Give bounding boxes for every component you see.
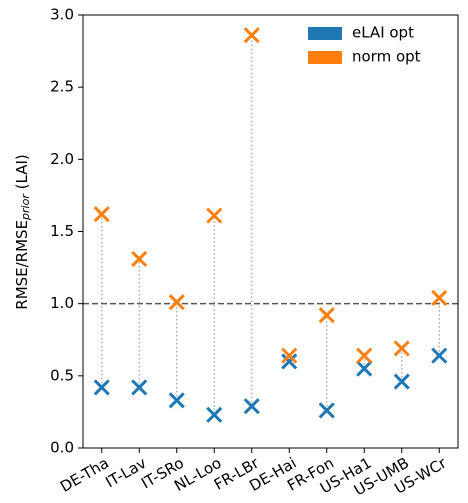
y-tick-label: 3.0 — [50, 6, 74, 24]
y-tick-label: 2.5 — [50, 78, 74, 96]
marker — [131, 379, 148, 396]
marker — [281, 347, 298, 364]
marker — [131, 250, 148, 267]
marker — [206, 207, 223, 224]
marker — [318, 402, 335, 419]
marker — [243, 398, 260, 415]
y-tick-label: 1.5 — [50, 222, 74, 240]
marker — [93, 379, 110, 396]
legend-swatch — [308, 51, 342, 64]
marker — [243, 27, 260, 44]
legend-label: norm opt — [352, 48, 421, 66]
marker — [93, 206, 110, 223]
marker — [431, 289, 448, 306]
marker — [356, 347, 373, 364]
legend-swatch — [308, 27, 342, 40]
y-axis-label: RMSE/RMSEprior (LAI) — [13, 154, 33, 309]
marker — [393, 340, 410, 357]
y-label-unit: (LAI) — [13, 154, 31, 194]
marker — [393, 373, 410, 390]
y-label-sub: prior — [19, 193, 32, 221]
y-tick-label: 1.0 — [50, 294, 74, 312]
y-tick-label: 0.5 — [50, 366, 74, 384]
marker — [168, 392, 185, 409]
y-tick-label: 2.0 — [50, 150, 74, 168]
marker — [168, 294, 185, 311]
marker — [356, 360, 373, 377]
legend-label: eLAI opt — [352, 24, 414, 42]
marker — [318, 307, 335, 324]
y-tick-label: 0.0 — [50, 439, 74, 457]
plot-frame — [82, 14, 459, 449]
marker — [431, 347, 448, 364]
y-label-main: RMSE/RMSE — [13, 220, 31, 310]
marker — [281, 353, 298, 370]
marker — [206, 406, 223, 423]
